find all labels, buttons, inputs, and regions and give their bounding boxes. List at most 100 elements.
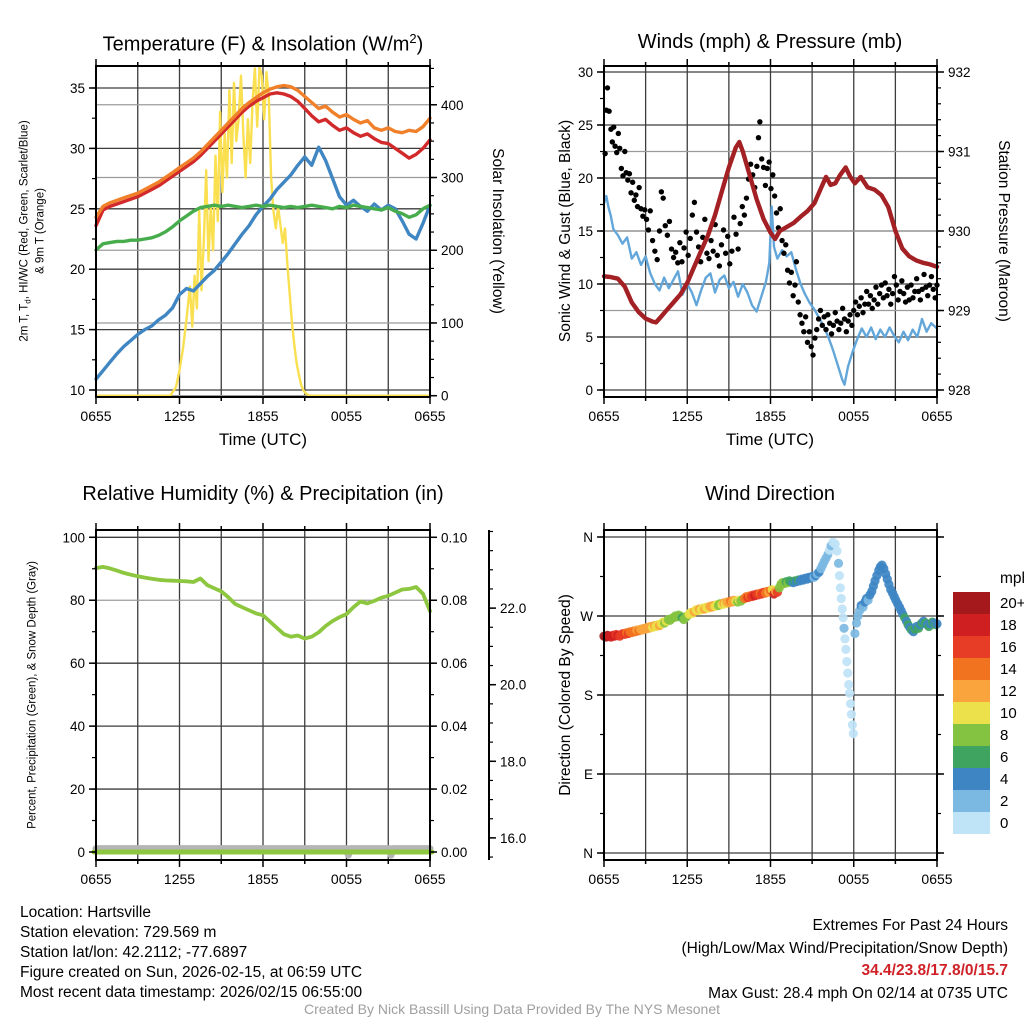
svg-text:1855: 1855: [755, 871, 786, 887]
temp-title-sup: 2: [409, 31, 417, 46]
svg-text:928: 928: [948, 383, 971, 398]
svg-text:4: 4: [1000, 771, 1008, 788]
temp-ylabel-line2: & 9m T (Orange): [34, 188, 47, 274]
svg-text:W: W: [580, 609, 593, 624]
svg-text:20: 20: [578, 171, 593, 186]
svg-text:0055: 0055: [331, 871, 362, 887]
svg-text:16.0: 16.0: [500, 831, 526, 846]
svg-text:0655: 0655: [921, 408, 952, 424]
svg-text:30: 30: [578, 65, 593, 80]
station-latlon: Station lat/lon: 42.2112; -77.6897: [20, 944, 248, 961]
svg-text:25: 25: [70, 202, 85, 217]
max-gust: Max Gust: 28.4 mph On 02/14 at 0735 UTC: [708, 984, 1008, 1002]
svg-text:80: 80: [70, 593, 85, 608]
svg-text:20: 20: [70, 262, 85, 277]
temp-ylabel-sub: d: [23, 299, 33, 304]
svg-text:0.04: 0.04: [441, 719, 468, 734]
extremes-title: Extremes For Past 24 Hours: [812, 917, 1008, 934]
svg-text:0655: 0655: [921, 871, 952, 887]
svg-text:35: 35: [70, 81, 85, 96]
svg-text:0655: 0655: [588, 871, 619, 887]
temp-title-text: Temperature (F) & Insolation (W/m: [102, 33, 410, 56]
svg-text:0655: 0655: [414, 871, 445, 887]
svg-text:0: 0: [77, 845, 85, 860]
svg-text:0655: 0655: [414, 408, 445, 424]
svg-text:14: 14: [1000, 661, 1017, 678]
svg-text:931: 931: [948, 145, 971, 160]
svg-text:5: 5: [585, 330, 593, 345]
svg-text:0.02: 0.02: [441, 782, 467, 797]
svg-text:mph: mph: [1000, 570, 1024, 587]
svg-text:1255: 1255: [164, 871, 195, 887]
svg-text:929: 929: [948, 304, 971, 319]
temp-xlabel: Time (UTC): [218, 430, 308, 449]
svg-text:N: N: [583, 846, 593, 861]
svg-text:400: 400: [441, 98, 464, 113]
svg-text:15: 15: [70, 323, 85, 338]
svg-text:100: 100: [441, 316, 464, 331]
temp-ylabel-pre: 2m T, T: [18, 303, 31, 342]
svg-text:10: 10: [70, 383, 85, 398]
wind-dir-chart-title: Wind Direction: [704, 483, 836, 505]
figure-created: Figure created on Sun, 2026-02-15, at 06…: [20, 964, 363, 981]
svg-text:16: 16: [1000, 639, 1017, 656]
rh-ylabel-left: Percent, Precipitation (Green), & Snow D…: [26, 561, 39, 829]
credit-line: Created By Nick Bassill Using Data Provi…: [303, 1001, 721, 1017]
wind-xlabel: Time (UTC): [725, 430, 815, 449]
svg-text:1255: 1255: [672, 871, 703, 887]
station-elevation: Station elevation: 729.569 m: [20, 924, 217, 941]
svg-text:0.06: 0.06: [441, 656, 467, 671]
svg-text:0: 0: [441, 389, 449, 404]
svg-text:0055: 0055: [838, 871, 869, 887]
svg-text:40: 40: [70, 719, 85, 734]
extremes-legend: (High/Low/Max Wind/Precipitation/Snow De…: [681, 939, 1009, 957]
svg-text:E: E: [584, 767, 593, 782]
svg-text:N: N: [583, 530, 593, 545]
rh-chart-title: Relative Humidity (%) & Precipitation (i…: [82, 483, 444, 505]
pressure-ylabel-right: Station Pressure (Maroon): [995, 140, 1012, 322]
insolation-ylabel-right: Solar Insolation (Yellow): [489, 148, 506, 314]
svg-text:0655: 0655: [588, 408, 619, 424]
svg-text:1255: 1255: [164, 408, 195, 424]
wind-dir-ylabel-left: Direction (Colored By Speed): [557, 594, 574, 796]
svg-text:18.0: 18.0: [500, 754, 526, 769]
svg-text:30: 30: [70, 141, 85, 156]
svg-text:0: 0: [1000, 815, 1008, 832]
svg-text:20.0: 20.0: [500, 678, 526, 693]
data-timestamp: Most recent data timestamp: 2026/02/15 0…: [20, 984, 363, 1001]
svg-text:S: S: [584, 688, 593, 703]
svg-text:0.08: 0.08: [441, 593, 467, 608]
svg-text:0.00: 0.00: [441, 845, 467, 860]
temp-ylabel-left: 2m T, Td, HI/WC (Red, Green, Scarlet/Blu…: [18, 120, 47, 341]
svg-text:15: 15: [578, 224, 593, 239]
svg-text:0055: 0055: [331, 408, 362, 424]
svg-text:1855: 1855: [247, 408, 278, 424]
extremes-info: Extremes For Past 24 Hours (High/Low/Max…: [682, 915, 1009, 1005]
svg-text:300: 300: [441, 171, 464, 186]
svg-text:0655: 0655: [80, 871, 111, 887]
wind-ylabel-left: Sonic Wind & Gust (Blue, Black): [557, 119, 574, 343]
svg-text:930: 930: [948, 224, 971, 239]
temp-title-post: ): [416, 33, 424, 56]
svg-text:1855: 1855: [247, 871, 278, 887]
svg-text:0055: 0055: [838, 408, 869, 424]
svg-text:18: 18: [1000, 617, 1017, 634]
svg-text:10: 10: [578, 277, 593, 292]
svg-text:8: 8: [1000, 727, 1008, 744]
svg-text:100: 100: [62, 530, 85, 545]
svg-text:0.10: 0.10: [441, 530, 467, 545]
svg-text:22.0: 22.0: [500, 601, 526, 616]
svg-text:200: 200: [441, 243, 464, 258]
wind-chart-title: Winds (mph) & Pressure (mb): [637, 31, 903, 53]
station-location: Location: Hartsville: [20, 904, 151, 921]
svg-text:0655: 0655: [80, 408, 111, 424]
svg-text:20: 20: [70, 782, 85, 797]
svg-text:6: 6: [1000, 749, 1008, 766]
svg-text:932: 932: [948, 65, 971, 80]
svg-text:20+: 20+: [1000, 595, 1024, 612]
svg-text:1255: 1255: [672, 408, 703, 424]
extremes-values: 34.4/23.8/17.8/0/15.7: [861, 962, 1008, 979]
temp-chart-title: Temperature (F) & Insolation (W/m2): [103, 31, 424, 57]
svg-text:10: 10: [1000, 705, 1017, 722]
